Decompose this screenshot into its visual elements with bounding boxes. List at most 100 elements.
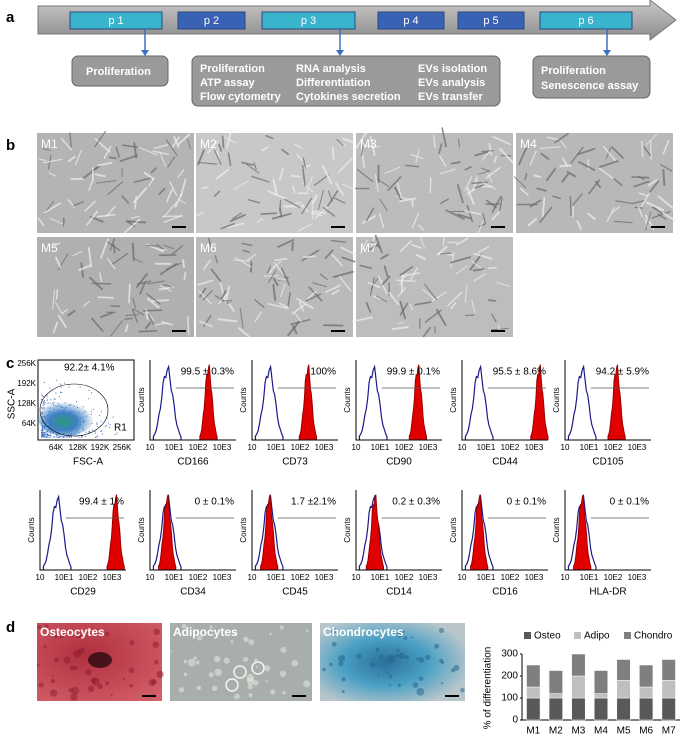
histogram: 0 ± 0.1% Counts 10 10E1 10E2 10E3 CD34 bbox=[137, 490, 236, 598]
event-dot bbox=[42, 404, 44, 406]
event-dot bbox=[50, 399, 52, 401]
texture bbox=[197, 635, 203, 641]
event-dot bbox=[85, 435, 87, 437]
x-tick-label: 10E1 bbox=[267, 573, 286, 582]
cell bbox=[291, 303, 306, 315]
cell bbox=[384, 166, 401, 175]
marker-name: CD14 bbox=[386, 587, 412, 598]
method-text: EVs transfer bbox=[418, 91, 484, 103]
texture bbox=[425, 654, 431, 660]
positive-percent: 99.9 ± 0.1% bbox=[387, 367, 440, 378]
event-dot bbox=[68, 436, 70, 438]
micrograph: M7 bbox=[352, 234, 513, 338]
cell bbox=[139, 281, 146, 295]
cell bbox=[138, 329, 158, 333]
cell bbox=[267, 190, 287, 200]
event-dot bbox=[88, 398, 90, 400]
texture bbox=[209, 625, 213, 629]
event-dot bbox=[41, 432, 43, 434]
event-dot bbox=[46, 399, 48, 401]
cell bbox=[109, 238, 116, 251]
cell bbox=[132, 308, 145, 316]
cell bbox=[301, 249, 320, 262]
histogram: 99.5 ± 0.3% Counts 10 10E1 10E2 10E3 CD166 bbox=[137, 360, 236, 468]
cell bbox=[652, 206, 663, 214]
event-dot bbox=[46, 434, 48, 436]
cell bbox=[241, 161, 254, 166]
cell bbox=[119, 154, 138, 162]
texture bbox=[38, 682, 44, 688]
cell bbox=[84, 200, 96, 212]
marker-peak bbox=[260, 494, 279, 570]
cell bbox=[400, 273, 404, 294]
texture bbox=[230, 640, 234, 644]
texture bbox=[438, 627, 445, 633]
cell bbox=[456, 184, 464, 204]
micrograph-bg bbox=[356, 237, 513, 337]
event-dot bbox=[42, 428, 44, 430]
marker-name: CD44 bbox=[492, 457, 518, 468]
x-tick-label: 10E1 bbox=[371, 573, 390, 582]
cell bbox=[229, 214, 246, 223]
cell bbox=[153, 144, 168, 149]
cell bbox=[290, 175, 301, 178]
micrograph-bg bbox=[37, 237, 194, 337]
cell bbox=[133, 177, 153, 183]
method-text: Differentiation bbox=[296, 77, 371, 89]
x-tick-label: 10E1 bbox=[165, 573, 184, 582]
cell bbox=[326, 190, 339, 207]
legend-label: Adipo bbox=[584, 631, 610, 642]
marker-name: CD90 bbox=[386, 457, 412, 468]
cell bbox=[374, 174, 379, 192]
cell bbox=[362, 215, 376, 224]
cell bbox=[105, 240, 121, 251]
cell bbox=[197, 149, 205, 166]
cell bbox=[611, 206, 620, 214]
image-label: M4 bbox=[520, 137, 537, 151]
x-tick-label: 10 bbox=[352, 573, 361, 582]
cell bbox=[307, 290, 317, 300]
texture bbox=[76, 633, 82, 639]
cell bbox=[232, 212, 243, 220]
cell bbox=[419, 235, 426, 249]
cell bbox=[147, 313, 155, 325]
cell bbox=[134, 258, 143, 263]
cell bbox=[552, 195, 562, 200]
cell bbox=[163, 283, 173, 288]
timeline-arrow bbox=[37, 0, 677, 42]
x-tick-label: M3 bbox=[571, 726, 585, 737]
histogram: 0.2 ± 0.3% Counts 10 10E1 10E2 10E3 CD14 bbox=[343, 490, 442, 598]
cell bbox=[465, 314, 475, 317]
cell bbox=[224, 285, 231, 304]
cell bbox=[306, 176, 313, 193]
event-dot bbox=[46, 436, 48, 438]
marker-peak bbox=[607, 364, 626, 440]
cell bbox=[159, 285, 172, 292]
texture bbox=[453, 664, 460, 671]
event-dot bbox=[42, 403, 44, 405]
event-dot bbox=[56, 379, 58, 381]
cell bbox=[440, 252, 451, 255]
cell bbox=[100, 312, 113, 318]
legend-label: Osteo bbox=[534, 631, 561, 642]
cell bbox=[641, 140, 644, 158]
cell bbox=[342, 137, 355, 144]
axes bbox=[251, 360, 338, 441]
cell bbox=[647, 179, 658, 187]
cell bbox=[124, 317, 134, 320]
cell bbox=[279, 283, 286, 298]
cell bbox=[219, 282, 227, 303]
x-tick-label: 10E2 bbox=[395, 443, 414, 452]
cell bbox=[488, 299, 497, 302]
cell bbox=[210, 268, 222, 282]
cell bbox=[374, 234, 383, 254]
isotype-curve bbox=[567, 364, 597, 441]
cell bbox=[471, 181, 488, 185]
legend-swatch bbox=[624, 632, 631, 639]
texture bbox=[418, 657, 425, 663]
bar-segment bbox=[639, 686, 654, 699]
cell bbox=[529, 150, 537, 166]
cell bbox=[414, 301, 432, 306]
event-dot bbox=[109, 427, 111, 429]
gate bbox=[39, 383, 109, 437]
